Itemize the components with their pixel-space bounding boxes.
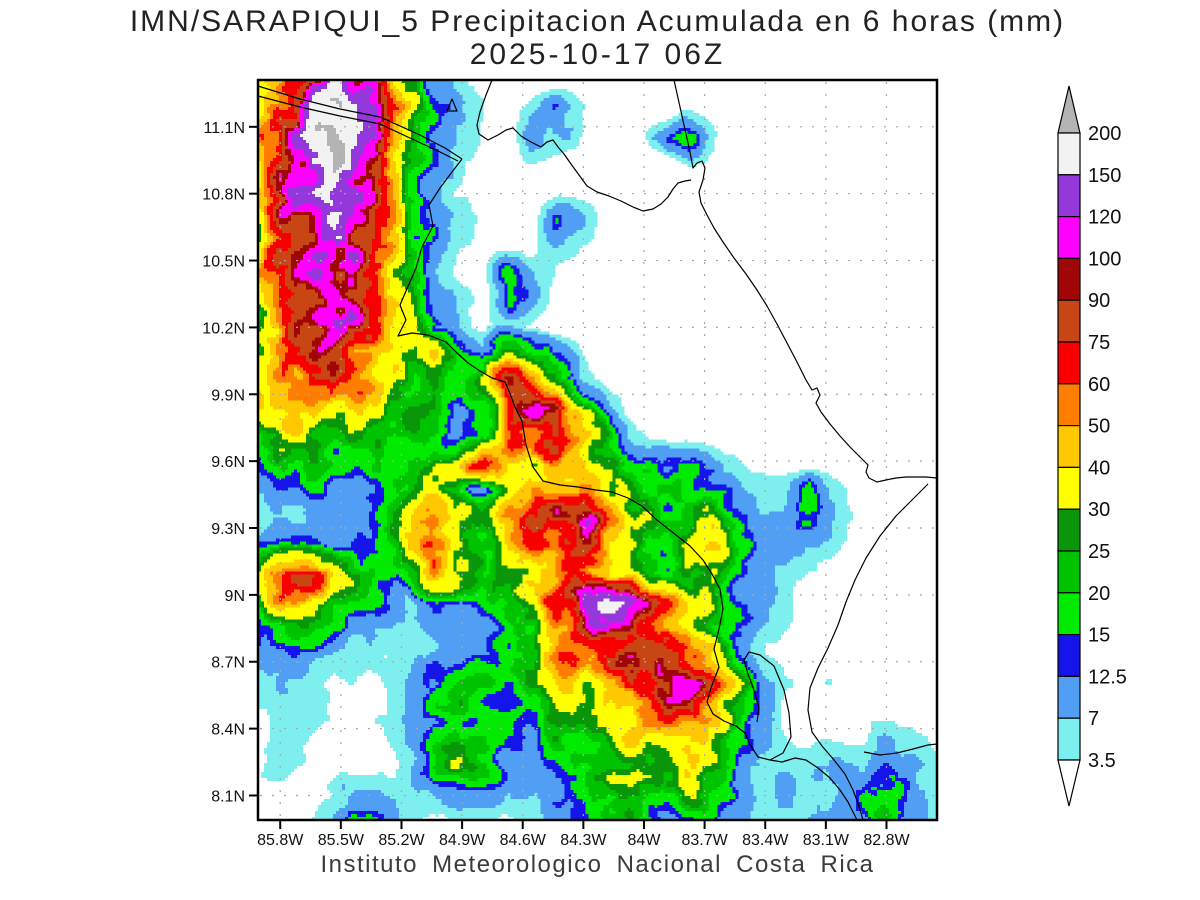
lat-axis: 11.1N 10.8N 10.5N 10.2N 9.9N 9.6N 9.3N 9N 8.7N 8.… <box>202 120 258 805</box>
lat-tick-label: 10.8N <box>202 187 245 204</box>
colorbar-tick-label: 120 <box>1088 207 1121 229</box>
colorbar-segment <box>1057 425 1081 469</box>
lat-tick-label: 10.5N <box>202 254 245 271</box>
colorbar-tick-label: 90 <box>1088 290 1110 312</box>
lat-tick-label: 9.3N <box>211 521 245 538</box>
lat-tick-label: 9N <box>225 588 245 605</box>
lon-tick-label: 84.3W <box>560 832 607 849</box>
colorbar-segment <box>1057 174 1081 218</box>
colorbar-segment <box>1057 216 1081 260</box>
page-title: IMN/SARAPIQUI_5 Precipitacion Acumulada … <box>129 5 1066 38</box>
colorbar-segment <box>1057 383 1081 427</box>
colorbar-segment <box>1057 592 1081 636</box>
lon-tick-label: 84.9W <box>439 832 486 849</box>
colorbar-segment <box>1057 550 1081 594</box>
colorbar-segment <box>1057 675 1081 719</box>
lon-tick-label: 83.4W <box>742 832 789 849</box>
colorbar-tick-label: 150 <box>1088 165 1121 187</box>
colorbar: 200 150 120 100 90 75 60 50 40 30 25 20 15 12.5 7 3.5 <box>1057 85 1127 807</box>
lon-tick-label: 84.6W <box>500 832 547 849</box>
coastline-path <box>257 95 459 162</box>
colorbar-segment <box>1057 508 1081 552</box>
colorbar-tick-label: 7 <box>1088 708 1099 730</box>
map-frame <box>256 78 939 822</box>
colorbar-segment <box>1057 299 1081 343</box>
coastline-path <box>446 98 458 112</box>
colorbar-segment <box>1057 466 1081 510</box>
colorbar-tick-label: 30 <box>1088 499 1110 521</box>
coastline-path <box>397 158 792 761</box>
lat-tick-label: 8.1N <box>211 788 245 805</box>
lon-tick-label: 83.7W <box>681 832 728 849</box>
colorbar-tick-label: 3.5 <box>1088 750 1116 772</box>
coastline-path <box>769 757 858 821</box>
lon-tick-label: 85.2W <box>378 832 425 849</box>
lat-tick-label: 9.6N <box>211 454 245 471</box>
colorbar-tick-label: 75 <box>1088 332 1110 354</box>
gridlines <box>260 82 935 818</box>
colorbar-tick-label: 20 <box>1088 583 1110 605</box>
precipitation-field <box>258 80 937 820</box>
lon-tick-label: 84W <box>628 832 662 849</box>
coastline-path <box>807 483 929 821</box>
colorbar-up-arrow <box>1057 85 1081 134</box>
lon-tick-label: 83.1W <box>803 832 850 849</box>
colorbar-tick-label: 60 <box>1088 374 1110 396</box>
colorbar-tick-label: 200 <box>1088 123 1121 145</box>
colorbar-tick-label: 15 <box>1088 625 1110 647</box>
colorbar-segment <box>1057 132 1081 176</box>
lat-tick-label: 11.1N <box>203 120 245 137</box>
page-subtitle: 2025-10-17 06Z <box>469 38 726 71</box>
colorbar-segment <box>1057 257 1081 301</box>
colorbar-segment <box>1057 341 1081 385</box>
colorbar-tick-label: 25 <box>1088 541 1110 563</box>
colorbar-down-arrow <box>1057 759 1081 807</box>
lat-tick-label: 8.4N <box>211 722 245 739</box>
lon-tick-label: 82.8W <box>863 832 910 849</box>
lon-axis: 85.8W 85.5W 85.2W 84.9W 84.6W 84.3W 84W 83.7W 83… <box>257 820 910 849</box>
lon-tick-label: 85.8W <box>257 832 304 849</box>
colorbar-tick-label: 40 <box>1088 457 1110 479</box>
footer-credit: Instituto Meteorologico Nacional Costa R… <box>320 851 875 878</box>
lat-tick-label: 10.2N <box>202 320 245 337</box>
colorbar-tick-label: 12.5 <box>1088 666 1127 688</box>
coastline-path <box>476 79 692 212</box>
colorbar-tick-label: 100 <box>1088 248 1121 270</box>
lat-tick-label: 9.9N <box>211 387 245 404</box>
lon-tick-label: 85.5W <box>318 832 365 849</box>
coastlines <box>257 79 938 821</box>
coastline-path <box>257 85 463 160</box>
coastline-path <box>863 743 938 756</box>
coastline-path <box>673 79 938 483</box>
lat-tick-label: 8.7N <box>211 655 245 672</box>
colorbar-segment <box>1057 633 1081 677</box>
colorbar-tick-label: 50 <box>1088 416 1110 438</box>
colorbar-segment <box>1057 717 1081 761</box>
